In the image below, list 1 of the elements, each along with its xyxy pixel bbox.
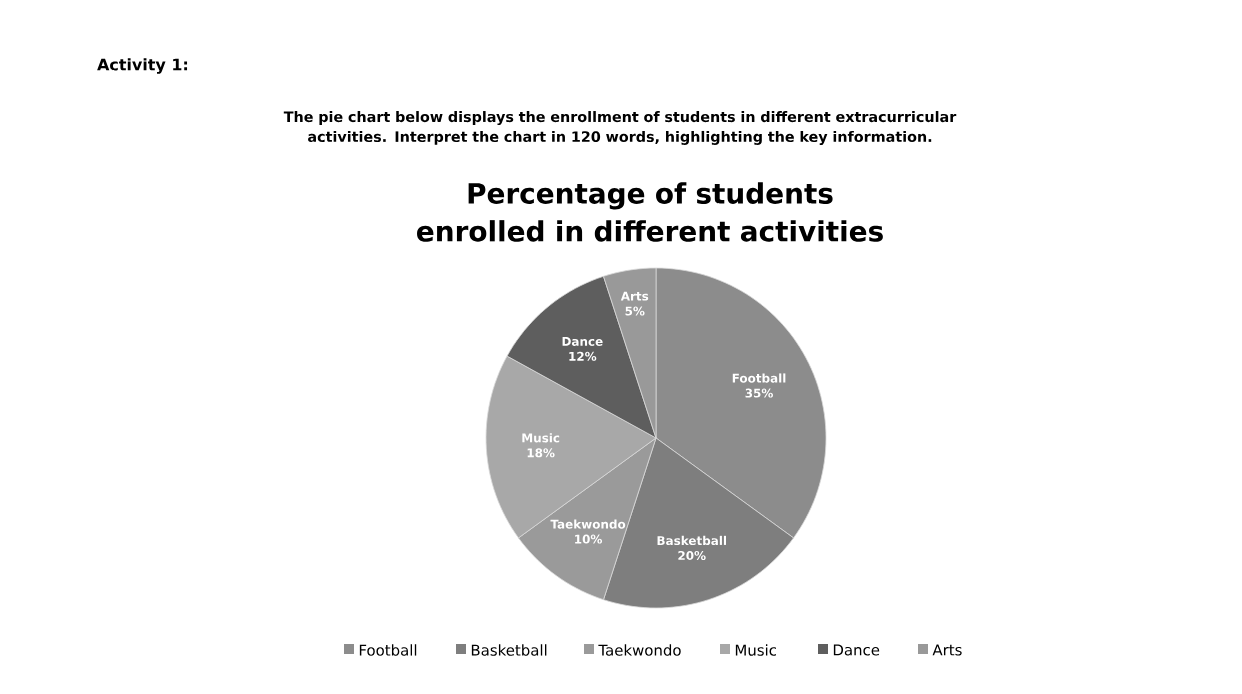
chart-title: Percentage of students enrolled in different activities [417,182,883,242]
